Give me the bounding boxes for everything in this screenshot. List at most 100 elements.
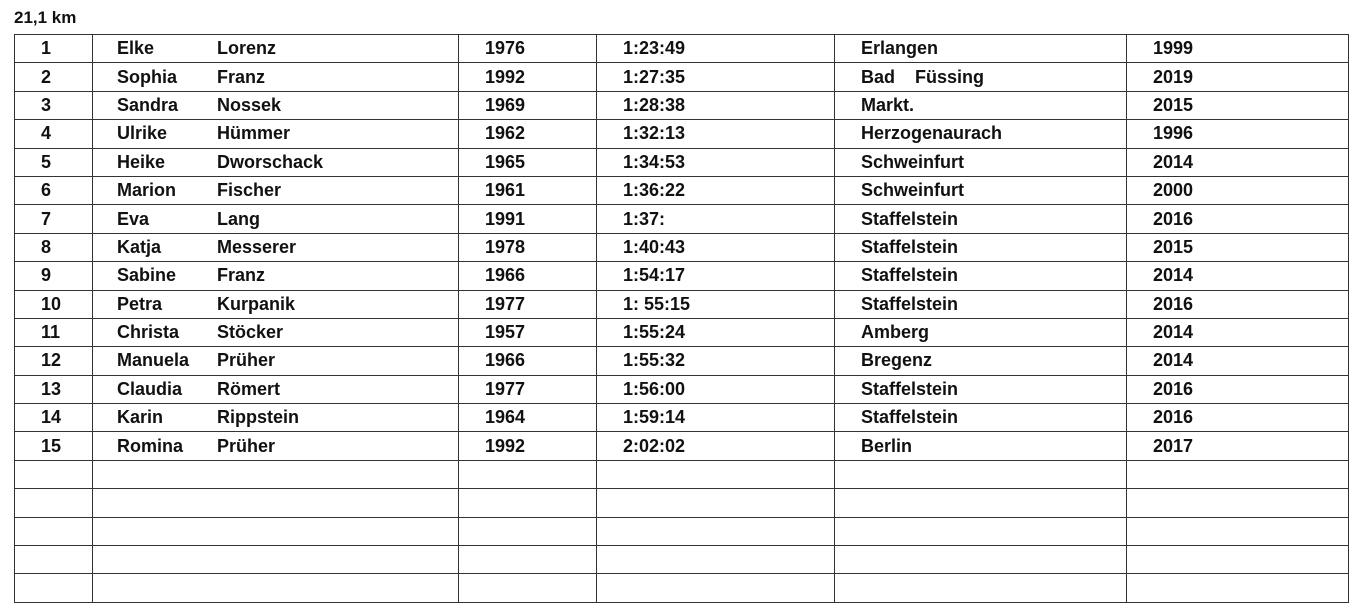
row: 6 Marion Fischer 1961 1:36:22 Schweinfurt 2000 [14,175,1349,206]
title: 21,1 km [14,8,77,27]
time-cell: 1:27:35 [596,62,835,92]
place-cell: Amberg [834,317,1127,348]
row: 4 Ulrike Hümmer 1962 1:32:13 Herzogenaurach 19… [14,119,1349,149]
rank-cell: 9 [14,261,93,291]
first-name: Petra [117,293,163,314]
name-cell: Romina Prüher [92,431,459,461]
first-name: Manuela [117,350,190,371]
time-cell: 1:40:43 [596,232,835,263]
place-cell: Schweinfurt [834,175,1127,206]
name-cell: Ulrike Hümmer [92,119,459,149]
row: 8 Katja Messerer 1978 1:40:43 Staffelstein 201… [14,232,1349,263]
birth-year-cell: 1992 [458,62,597,92]
race-year-cell: 2015 [1126,232,1349,263]
empty-cell [458,516,597,547]
time-cell: 1:28:38 [596,90,835,121]
name-cell: Claudia Römert [92,374,459,405]
birth-year-cell: 1991 [458,204,597,234]
rank-cell: 14 [14,403,93,433]
name-cell: Marion Fischer [92,175,459,206]
time-cell: 1: 55:15 [596,289,835,319]
race-year-cell: 2014 [1126,317,1349,348]
race-year-cell: 2014 [1126,346,1349,376]
birth-year-cell: 1978 [458,232,597,263]
last-name: Kurpanik [217,293,296,314]
last-name: Dworschack [217,151,324,172]
empty-cell [834,488,1127,518]
rank-cell: 7 [14,204,93,234]
empty-row [14,488,1349,518]
first-name: Katja [117,236,162,257]
empty-cell [834,516,1127,547]
first-name: Sophia [117,66,178,87]
place-cell: Erlangen [834,33,1127,64]
birth-year-cell: 1962 [458,119,597,149]
empty-cell [596,516,835,547]
results-table: 1 Elke Lorenz 1976 1:23:49 Erlangen 1999 2 Sophi… [14,33,1349,603]
name-cell: Elke Lorenz [92,33,459,64]
time-cell: 1:32:13 [596,119,835,149]
birth-year-cell: 1976 [458,33,597,64]
time-cell: 1:55:24 [596,317,835,348]
name-cell: Christa Stöcker [92,317,459,348]
row: 3 Sandra Nossek 1969 1:28:38 Markt. 2015 [14,90,1349,121]
place-cell: Staffelstein [834,204,1127,234]
first-name: Eva [117,208,150,229]
race-year-cell: 1999 [1126,33,1349,64]
empty-cell [458,488,597,518]
first-name: Claudia [117,378,183,399]
birth-year-cell: 1964 [458,403,597,433]
empty-cell [596,488,835,518]
race-year-cell: 2019 [1126,62,1349,92]
place-cell: Berlin [834,431,1127,461]
birth-year-cell: 1965 [458,147,597,177]
last-name: Messerer [217,236,297,257]
empty-cell [14,516,93,547]
time-cell: 1:37: [596,204,835,234]
row: 7 Eva Lang 1991 1:37: Staffelstein 2016 [14,204,1349,234]
first-name: Sandra [117,94,179,115]
last-name: Franz [217,66,266,87]
empty-cell [1126,545,1349,575]
empty-cell [1126,459,1349,490]
race-year-cell: 2016 [1126,204,1349,234]
rank-cell: 13 [14,374,93,405]
time-cell: 1:34:53 [596,147,835,177]
row: 9 Sabine Franz 1966 1:54:17 Staffelstein 2014 [14,261,1349,291]
race-year-cell: 2016 [1126,374,1349,405]
place-cell: Staffelstein [834,232,1127,263]
last-name: Lorenz [217,38,277,59]
birth-year-cell: 1977 [458,289,597,319]
time-cell: 1:55:32 [596,346,835,376]
empty-cell [458,573,597,603]
place-cell: Bregenz [834,346,1127,376]
empty-cell [596,459,835,490]
empty-cell [14,573,93,603]
name-cell: Sophia Franz [92,62,459,92]
birth-year-cell: 1961 [458,175,597,206]
name-cell: Heike Dworschack [92,147,459,177]
empty-cell [92,573,459,603]
time-cell: 1:56:00 [596,374,835,405]
empty-cell [14,545,93,575]
empty-row [14,573,1349,603]
birth-year-cell: 1957 [458,317,597,348]
race-year-cell: 2014 [1126,147,1349,177]
first-name: Christa [117,322,180,343]
birth-year-cell: 1992 [458,431,597,461]
row: 11 Christa Stöcker 1957 1:55:24 Amberg 2014 [14,317,1349,348]
name-cell: Sandra Nossek [92,90,459,121]
empty-cell [92,516,459,547]
race-year-cell: 1996 [1126,119,1349,149]
empty-cell [92,545,459,575]
empty-cell [1126,573,1349,603]
first-name: Elke [117,38,155,59]
time-cell: 1:23:49 [596,33,835,64]
last-name: Nossek [217,94,282,115]
birth-year-cell: 1977 [458,374,597,405]
empty-row [14,545,1349,575]
empty-row [14,516,1349,547]
empty-cell [596,545,835,575]
empty-cell [14,459,93,490]
